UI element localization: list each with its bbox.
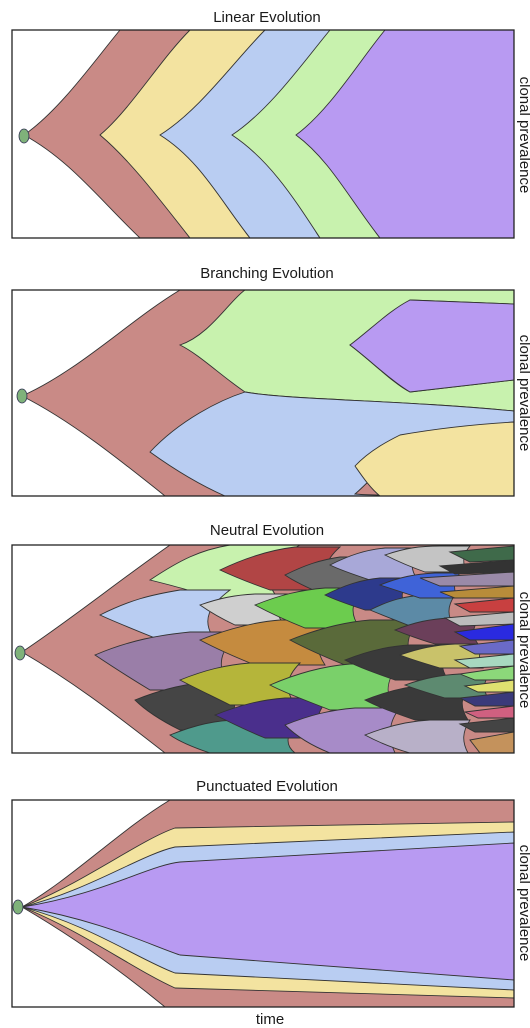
frame-linear	[11, 29, 515, 239]
y-axis-label-punctuated: clonal prevalence	[516, 845, 530, 962]
panel-punctuated: Punctuated Evolution clonal prevalence t…	[11, 778, 530, 1028]
y-axis-label-branching: clonal prevalence	[516, 335, 530, 452]
frame-punctuated	[11, 799, 515, 1008]
panel-title-neutral: Neutral Evolution	[210, 522, 324, 539]
panel-title-branching: Branching Evolution	[200, 265, 333, 282]
frame-neutral	[11, 544, 515, 754]
clone-5-branching	[354, 421, 515, 497]
neutral-subclone	[268, 663, 402, 711]
founder-dot-punctuated	[12, 899, 24, 915]
neutral-subclones	[94, 544, 515, 754]
founder-dot-neutral	[14, 645, 26, 661]
frame-branching	[11, 289, 515, 497]
panel-title-punctuated: Punctuated Evolution	[196, 778, 338, 795]
panel-neutral: Neutral Evolution	[11, 522, 530, 754]
y-axis-label-linear: clonal prevalence	[516, 77, 530, 194]
y-axis-label-neutral: clonal prevalence	[516, 592, 530, 709]
panel-linear: Linear Evolution clonal prevalence	[11, 9, 530, 239]
neutral-subclone	[363, 719, 471, 754]
neutral-subclone	[368, 594, 456, 627]
panel-branching: Branching Evolution clonal prevalence	[11, 265, 530, 497]
founder-dot-linear	[18, 128, 30, 144]
x-axis-label: time	[256, 1011, 284, 1028]
founder-dot-branching	[16, 388, 28, 404]
panel-title-linear: Linear Evolution	[213, 9, 321, 26]
